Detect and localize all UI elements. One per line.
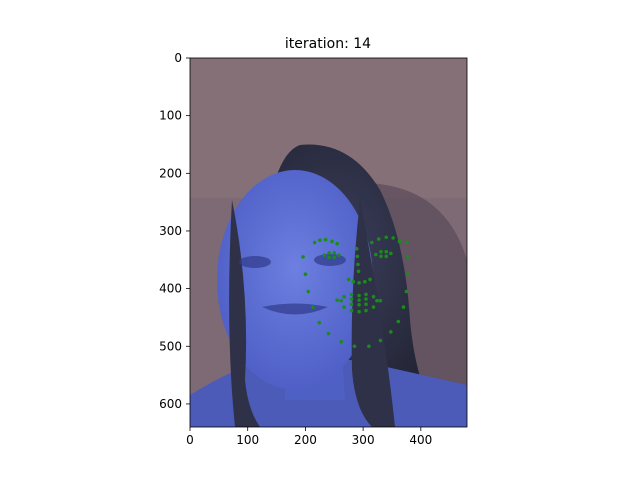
landmark-point-0 (301, 255, 305, 259)
chart-title: iteration: 14 (285, 36, 371, 52)
landmark-point-48 (335, 298, 339, 302)
landmark-point-64 (375, 298, 379, 303)
landmark-point-6 (339, 339, 343, 344)
landmark-point-37 (327, 251, 331, 255)
landmark-point-17 (312, 240, 317, 245)
landmark-point-35 (368, 277, 372, 282)
landmark-point-60 (339, 298, 343, 303)
landmark-point-23 (376, 237, 381, 241)
landmark-point-49 (342, 294, 346, 299)
x-axis: 0 100 200 300 400 (186, 427, 432, 447)
landmark-point-62 (357, 298, 361, 302)
landmark-point-27 (354, 247, 359, 251)
landmark-point-46 (384, 254, 389, 259)
landmark-point-34 (363, 279, 367, 284)
landmark-point-61 (349, 297, 354, 301)
landmark-point-4 (317, 320, 322, 325)
x-tick-label: 300 (352, 433, 375, 447)
landmark-point-55 (371, 305, 376, 309)
landmark-point-9 (378, 338, 383, 343)
landmark-point-14 (406, 272, 410, 277)
y-tick-label: 100 (159, 109, 182, 123)
landmark-point-40 (332, 255, 337, 260)
landmark-point-2 (306, 289, 311, 294)
landmark-point-13 (404, 289, 409, 294)
landmark-point-50 (349, 292, 354, 297)
landmark-point-66 (357, 302, 361, 307)
landmark-point-57 (357, 309, 361, 314)
y-tick-label: 500 (159, 339, 182, 353)
landmark-point-58 (349, 308, 354, 313)
landmark-point-28 (355, 254, 360, 259)
landmark-point-44 (384, 249, 389, 254)
landmark-point-29 (356, 262, 360, 267)
y-tick-label: 400 (159, 282, 182, 296)
landmark-point-56 (364, 308, 368, 313)
landmark-point-15 (406, 255, 410, 259)
y-tick-label: 200 (159, 166, 182, 180)
landmark-points (301, 235, 410, 349)
landmark-point-47 (379, 254, 383, 259)
landmark-point-22 (369, 240, 374, 245)
landmark-point-42 (374, 252, 378, 257)
x-tick-label: 400 (409, 433, 432, 447)
y-tick-label: 600 (159, 397, 182, 411)
y-tick-label: 0 (174, 51, 182, 65)
y-tick-label: 300 (159, 224, 182, 238)
landmark-point-16 (405, 240, 409, 245)
landmark-point-7 (352, 344, 357, 349)
landmark-point-12 (401, 305, 406, 309)
landmark-point-20 (330, 239, 334, 244)
landmark-point-1 (303, 272, 308, 277)
landmark-point-39 (337, 253, 341, 257)
landmark-point-59 (342, 305, 346, 309)
landmark-point-41 (327, 255, 331, 260)
landmark-point-3 (311, 305, 315, 309)
background-photo (190, 58, 467, 427)
landmark-point-5 (326, 331, 331, 336)
landmark-point-65 (364, 302, 368, 306)
landmark-point-21 (335, 241, 339, 246)
landmark-point-51 (357, 293, 361, 298)
landmark-point-45 (389, 251, 393, 256)
landmark-point-24 (384, 235, 389, 240)
landmark-point-19 (323, 237, 328, 242)
landmark-point-26 (397, 239, 402, 244)
landmark-point-30 (356, 269, 361, 274)
landmark-point-10 (389, 330, 393, 334)
landmark-point-67 (349, 302, 354, 306)
x-tick-label: 0 (186, 433, 194, 447)
y-axis: 0 100 200 300 400 500 600 (159, 51, 190, 411)
landmark-point-63 (364, 297, 368, 301)
landmark-point-11 (396, 319, 401, 324)
plot-frame (189, 57, 468, 428)
landmark-point-52 (364, 292, 368, 297)
landmark-point-36 (322, 253, 327, 257)
landmark-point-8 (367, 344, 371, 349)
landmark-point-18 (318, 238, 322, 242)
landmark-point-25 (391, 236, 395, 240)
x-tick-label: 100 (236, 433, 259, 447)
landmark-point-53 (371, 294, 376, 299)
landmark-point-54 (378, 298, 383, 303)
landmark-point-43 (379, 249, 383, 254)
landmark-point-31 (346, 277, 351, 282)
x-tick-label: 200 (294, 433, 317, 447)
landmark-point-32 (351, 279, 356, 284)
landmark-point-33 (357, 281, 361, 285)
landmark-point-38 (332, 251, 337, 255)
